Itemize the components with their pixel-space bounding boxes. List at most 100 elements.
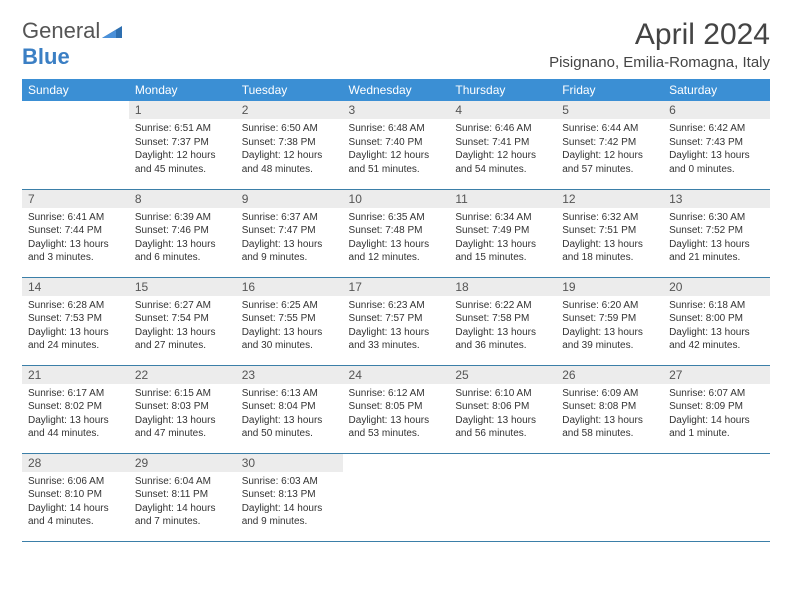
day-number: 25 [449,366,556,384]
sunset-line: Sunset: 8:11 PM [135,488,230,502]
sunrise-line: Sunrise: 6:27 AM [135,299,230,313]
daylight-line: Daylight: 13 hours and 44 minutes. [28,414,123,441]
daylight-line: Daylight: 13 hours and 47 minutes. [135,414,230,441]
daylight-line: Daylight: 13 hours and 56 minutes. [455,414,550,441]
day-number: 28 [22,454,129,472]
calendar-day: 23Sunrise: 6:13 AMSunset: 8:04 PMDayligh… [236,365,343,453]
calendar-day-empty [449,453,556,541]
sunset-line: Sunset: 7:52 PM [669,224,764,238]
sunset-line: Sunset: 7:47 PM [242,224,337,238]
daylight-line: Daylight: 13 hours and 15 minutes. [455,238,550,265]
sunrise-line: Sunrise: 6:22 AM [455,299,550,313]
weekday-header: Monday [129,79,236,101]
day-details: Sunrise: 6:37 AMSunset: 7:47 PMDaylight:… [236,208,343,269]
sunrise-line: Sunrise: 6:39 AM [135,211,230,225]
day-number: 29 [129,454,236,472]
sunrise-line: Sunrise: 6:34 AM [455,211,550,225]
month-title: April 2024 [549,18,770,52]
calendar-day: 26Sunrise: 6:09 AMSunset: 8:08 PMDayligh… [556,365,663,453]
sunset-line: Sunset: 8:05 PM [349,400,444,414]
day-number: 18 [449,278,556,296]
day-number: 9 [236,190,343,208]
calendar-day: 3Sunrise: 6:48 AMSunset: 7:40 PMDaylight… [343,101,450,189]
calendar-day: 16Sunrise: 6:25 AMSunset: 7:55 PMDayligh… [236,277,343,365]
day-details: Sunrise: 6:42 AMSunset: 7:43 PMDaylight:… [663,119,770,180]
day-details: Sunrise: 6:10 AMSunset: 8:06 PMDaylight:… [449,384,556,445]
calendar-day: 11Sunrise: 6:34 AMSunset: 7:49 PMDayligh… [449,189,556,277]
day-number: 1 [129,101,236,119]
sunset-line: Sunset: 7:49 PM [455,224,550,238]
day-details: Sunrise: 6:51 AMSunset: 7:37 PMDaylight:… [129,119,236,180]
day-number: 26 [556,366,663,384]
daylight-line: Daylight: 13 hours and 50 minutes. [242,414,337,441]
sunrise-line: Sunrise: 6:50 AM [242,122,337,136]
day-number: 8 [129,190,236,208]
day-details: Sunrise: 6:09 AMSunset: 8:08 PMDaylight:… [556,384,663,445]
calendar-day: 19Sunrise: 6:20 AMSunset: 7:59 PMDayligh… [556,277,663,365]
day-details: Sunrise: 6:32 AMSunset: 7:51 PMDaylight:… [556,208,663,269]
sunset-line: Sunset: 8:04 PM [242,400,337,414]
sunrise-line: Sunrise: 6:15 AM [135,387,230,401]
day-details: Sunrise: 6:39 AMSunset: 7:46 PMDaylight:… [129,208,236,269]
sunset-line: Sunset: 8:00 PM [669,312,764,326]
day-details: Sunrise: 6:46 AMSunset: 7:41 PMDaylight:… [449,119,556,180]
calendar-day: 7Sunrise: 6:41 AMSunset: 7:44 PMDaylight… [22,189,129,277]
day-number: 22 [129,366,236,384]
calendar-day: 18Sunrise: 6:22 AMSunset: 7:58 PMDayligh… [449,277,556,365]
daylight-line: Daylight: 12 hours and 51 minutes. [349,149,444,176]
day-details: Sunrise: 6:12 AMSunset: 8:05 PMDaylight:… [343,384,450,445]
sunset-line: Sunset: 7:44 PM [28,224,123,238]
daylight-line: Daylight: 12 hours and 45 minutes. [135,149,230,176]
calendar-day: 29Sunrise: 6:04 AMSunset: 8:11 PMDayligh… [129,453,236,541]
day-details: Sunrise: 6:25 AMSunset: 7:55 PMDaylight:… [236,296,343,357]
sunrise-line: Sunrise: 6:04 AM [135,475,230,489]
daylight-line: Daylight: 13 hours and 0 minutes. [669,149,764,176]
sunrise-line: Sunrise: 6:12 AM [349,387,444,401]
weekday-header: Wednesday [343,79,450,101]
day-details: Sunrise: 6:06 AMSunset: 8:10 PMDaylight:… [22,472,129,533]
weekday-header: Friday [556,79,663,101]
calendar-body: 1Sunrise: 6:51 AMSunset: 7:37 PMDaylight… [22,101,770,541]
sunrise-line: Sunrise: 6:03 AM [242,475,337,489]
day-details: Sunrise: 6:30 AMSunset: 7:52 PMDaylight:… [663,208,770,269]
logo-text: General Blue [22,18,122,70]
day-number: 13 [663,190,770,208]
sunrise-line: Sunrise: 6:06 AM [28,475,123,489]
daylight-line: Daylight: 13 hours and 42 minutes. [669,326,764,353]
daylight-line: Daylight: 12 hours and 48 minutes. [242,149,337,176]
logo: General Blue [22,18,122,70]
day-details: Sunrise: 6:13 AMSunset: 8:04 PMDaylight:… [236,384,343,445]
sunset-line: Sunset: 7:40 PM [349,136,444,150]
day-number: 3 [343,101,450,119]
sunset-line: Sunset: 8:09 PM [669,400,764,414]
sunset-line: Sunset: 7:48 PM [349,224,444,238]
sunset-line: Sunset: 8:02 PM [28,400,123,414]
sunrise-line: Sunrise: 6:18 AM [669,299,764,313]
daylight-line: Daylight: 13 hours and 12 minutes. [349,238,444,265]
day-number: 20 [663,278,770,296]
sunrise-line: Sunrise: 6:42 AM [669,122,764,136]
daylight-line: Daylight: 13 hours and 33 minutes. [349,326,444,353]
day-details: Sunrise: 6:17 AMSunset: 8:02 PMDaylight:… [22,384,129,445]
sunrise-line: Sunrise: 6:41 AM [28,211,123,225]
day-details: Sunrise: 6:15 AMSunset: 8:03 PMDaylight:… [129,384,236,445]
sunset-line: Sunset: 7:42 PM [562,136,657,150]
sunset-line: Sunset: 7:41 PM [455,136,550,150]
day-number: 30 [236,454,343,472]
calendar-day: 25Sunrise: 6:10 AMSunset: 8:06 PMDayligh… [449,365,556,453]
day-details: Sunrise: 6:48 AMSunset: 7:40 PMDaylight:… [343,119,450,180]
day-number: 12 [556,190,663,208]
sunset-line: Sunset: 7:37 PM [135,136,230,150]
calendar-week: 28Sunrise: 6:06 AMSunset: 8:10 PMDayligh… [22,453,770,541]
calendar-day: 28Sunrise: 6:06 AMSunset: 8:10 PMDayligh… [22,453,129,541]
calendar-week: 14Sunrise: 6:28 AMSunset: 7:53 PMDayligh… [22,277,770,365]
day-number: 5 [556,101,663,119]
sunrise-line: Sunrise: 6:17 AM [28,387,123,401]
sunrise-line: Sunrise: 6:23 AM [349,299,444,313]
day-details: Sunrise: 6:18 AMSunset: 8:00 PMDaylight:… [663,296,770,357]
daylight-line: Daylight: 13 hours and 27 minutes. [135,326,230,353]
sunrise-line: Sunrise: 6:13 AM [242,387,337,401]
day-number: 21 [22,366,129,384]
day-details: Sunrise: 6:41 AMSunset: 7:44 PMDaylight:… [22,208,129,269]
day-details: Sunrise: 6:20 AMSunset: 7:59 PMDaylight:… [556,296,663,357]
